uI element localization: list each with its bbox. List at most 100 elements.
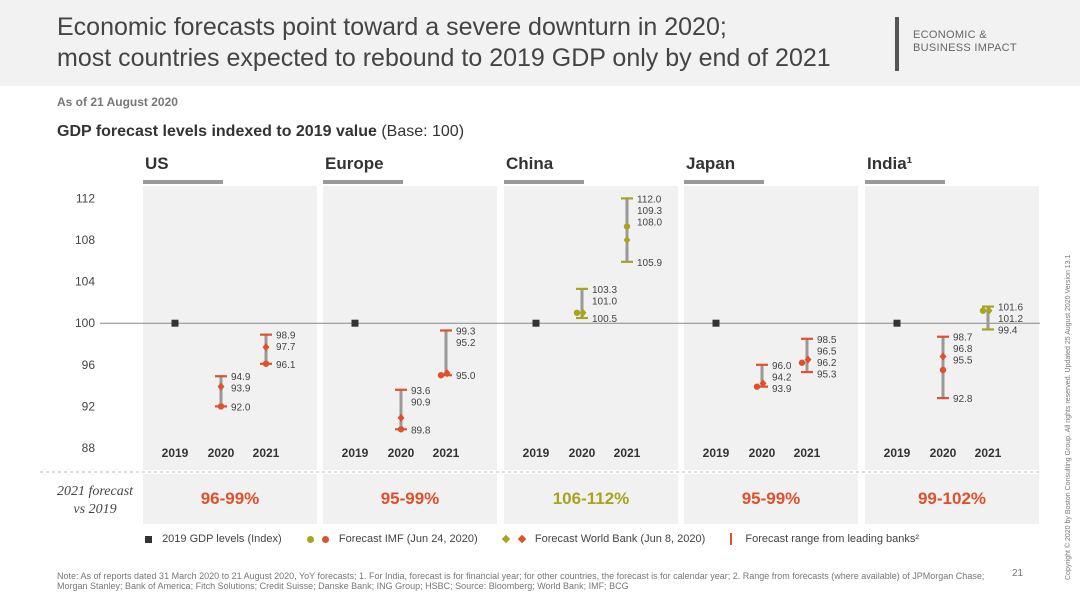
wb-marker-3-y2020 (759, 379, 767, 388)
wb-marker-4-y2021 (985, 306, 993, 315)
value-label: 108.0 (637, 217, 662, 228)
gdp-2019-marker-4 (893, 319, 901, 327)
legend-gdp-label: 2019 GDP levels (Index) (162, 533, 282, 546)
wb-marker-0-y2020 (217, 382, 225, 391)
panel-bg-4 (865, 186, 1039, 470)
year-label: 2020 (388, 446, 415, 460)
imf-marker-4-y2021 (979, 307, 987, 314)
value-label: 92.8 (953, 394, 973, 405)
chart-title-base: (Base: 100) (381, 123, 465, 140)
legend-range-bar-icon (730, 533, 733, 546)
value-label: 99.4 (998, 326, 1018, 337)
year-label: 2021 (975, 446, 1002, 460)
value-label: 105.9 (637, 258, 662, 269)
legend-red-diamond-icon (517, 534, 527, 544)
summary-bg-4 (865, 474, 1039, 524)
value-label: 97.7 (276, 342, 296, 353)
panel-bg-2 (504, 186, 678, 470)
page-number: 21 (1012, 568, 1024, 579)
panel-header-bar-3 (684, 180, 764, 184)
value-label: 96.1 (276, 360, 296, 371)
value-label: 101.6 (998, 303, 1023, 314)
imf-marker-2-y2020 (573, 309, 581, 316)
value-label: 98.9 (276, 331, 296, 342)
summary-bg-2 (504, 474, 678, 524)
y-tick-label: 100 (75, 316, 95, 330)
section-tag: ECONOMIC & BUSINESS IMPACT (913, 29, 1017, 55)
summary-value-3: 95-99% (742, 489, 801, 508)
value-label: 94.2 (772, 372, 792, 383)
value-label: 95.3 (817, 369, 837, 380)
year-label: 2021 (433, 446, 460, 460)
year-label: 2019 (703, 446, 730, 460)
value-label: 95.2 (456, 338, 476, 349)
value-label: 101.2 (998, 314, 1023, 325)
gdp-2019-marker-3 (712, 319, 720, 327)
value-label: 96.0 (772, 361, 792, 372)
section-tag-line-2: BUSINESS IMPACT (913, 42, 1017, 54)
value-label: 98.7 (953, 333, 973, 344)
year-label: 2019 (884, 446, 911, 460)
value-label: 99.3 (456, 326, 476, 337)
value-label: 95.5 (953, 356, 973, 367)
page-title-line-1: Economic forecasts point toward a severe… (57, 13, 727, 41)
value-label: 101.0 (592, 296, 617, 307)
gdp-2019-marker-1 (351, 319, 359, 327)
page-title: Economic forecasts point toward a severe… (57, 12, 897, 74)
panel-title-3: Japan (686, 154, 735, 173)
year-label: 2019 (523, 446, 550, 460)
wb-marker-3-y2021 (804, 355, 812, 364)
imf-marker-1-y2021 (437, 372, 445, 379)
year-label: 2020 (930, 446, 957, 460)
value-label: 95.0 (456, 371, 476, 382)
summary-value-0: 96-99% (201, 489, 260, 508)
value-label: 103.3 (592, 285, 617, 296)
page-title-line-2: most countries expected to rebound to 20… (57, 44, 831, 72)
summary-bg-0 (143, 474, 317, 524)
year-label: 2019 (342, 446, 369, 460)
panel-title-4: India¹ (867, 154, 913, 173)
panel-bg-3 (684, 186, 858, 470)
y-tick-label: 112 (76, 191, 95, 205)
value-label: 96.5 (817, 346, 837, 357)
legend-wb-label: Forecast World Bank (Jun 8, 2020) (534, 533, 706, 546)
imf-marker-2-y2021 (623, 223, 631, 230)
value-label: 92.0 (231, 402, 251, 413)
legend-range-label: Forecast range from leading banks² (745, 533, 920, 546)
summary-value-4: 99-102% (918, 489, 986, 508)
bottom-row-label: 2021 forecast vs 2019 (40, 483, 150, 519)
panel-header-bar-1 (323, 180, 403, 184)
bottom-row-label-line-1: 2021 forecast (56, 484, 134, 499)
imf-marker-1-y2020 (397, 426, 405, 433)
gdp-forecast-chart: US Europe China Japan India¹ 88 92 96 100 104 108 1… (40, 154, 1040, 524)
bottom-row-label-line-2: vs 2019 (73, 502, 117, 517)
imf-marker-0-y2020 (217, 403, 225, 410)
y-tick-label: 108 (75, 233, 95, 247)
imf-marker-3-y2021 (798, 359, 806, 366)
chart-title-main: GDP forecast levels indexed to 2019 valu… (57, 123, 377, 140)
year-label: 2020 (569, 446, 596, 460)
wb-marker-1-y2021 (443, 368, 451, 378)
summary-bg-1 (323, 474, 497, 524)
panel-header-bar-4 (865, 180, 945, 184)
panel-header-bar-0 (143, 180, 223, 184)
panel-bg-0 (143, 186, 317, 470)
year-label: 2021 (614, 446, 641, 460)
value-label: 96.2 (817, 358, 837, 369)
header-band (0, 0, 1080, 86)
y-tick-label: 88 (82, 441, 96, 455)
panel-title-0: US (145, 154, 169, 173)
wb-marker-2-y2020 (579, 308, 587, 317)
value-label: 93.6 (411, 386, 431, 397)
wb-marker-4-y2020 (939, 352, 947, 361)
year-label: 2020 (749, 446, 776, 460)
value-label: 94.9 (231, 372, 251, 383)
legend: 2019 GDP levels (Index) Forecast IMF (Ju… (145, 533, 920, 546)
value-label: 93.9 (772, 384, 792, 395)
legend-green-diamond-icon (501, 534, 510, 544)
panel-title-1: Europe (325, 154, 384, 173)
imf-marker-4-y2020 (939, 366, 947, 374)
legend-square-icon (145, 535, 152, 543)
panel-bg-1 (323, 186, 497, 470)
copyright: Copyright © 2020 by Boston Consulting Gr… (1065, 254, 1072, 580)
